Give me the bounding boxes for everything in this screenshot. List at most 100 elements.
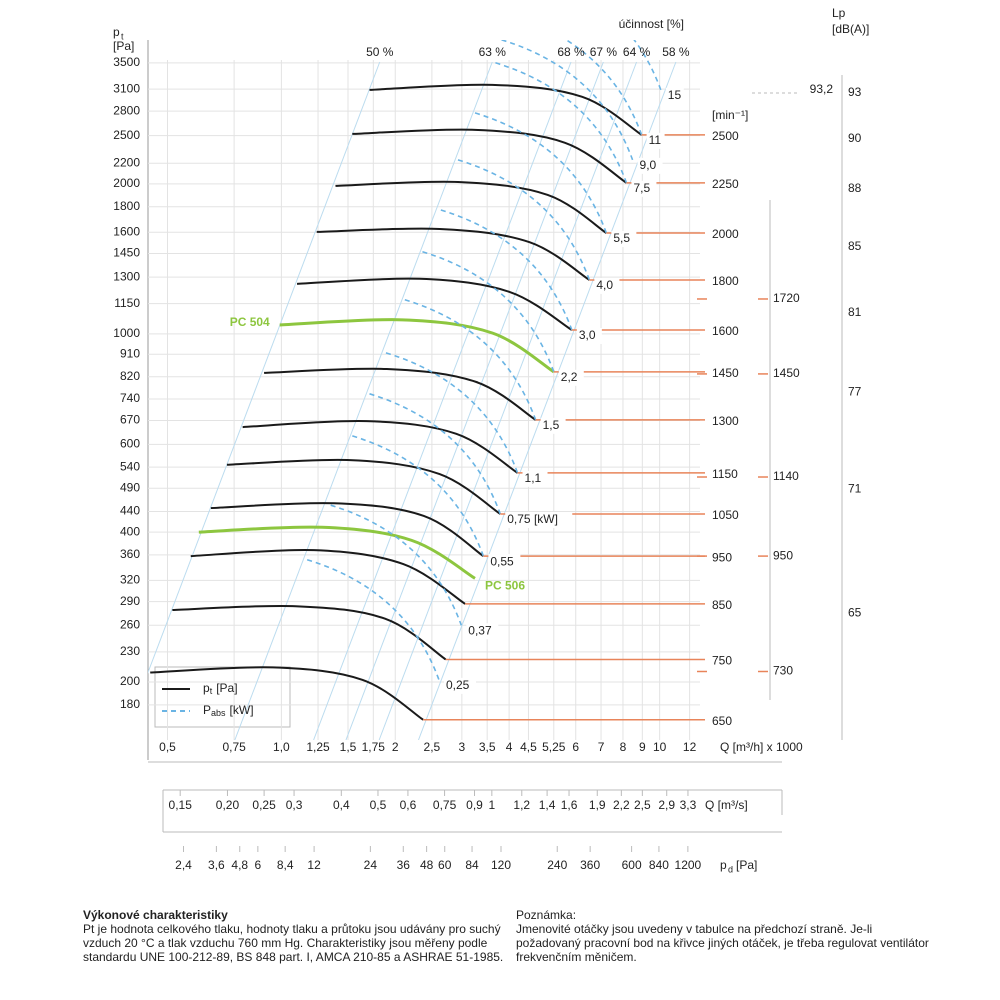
power-label-bg xyxy=(646,132,665,149)
q2-tick-label: 1,6 xyxy=(561,798,578,812)
note-left: Výkonové charakteristiky Pt je hodnota c… xyxy=(83,908,513,964)
lp-unit: [dB(A)] xyxy=(832,22,869,36)
x-tick-label: 1,25 xyxy=(306,740,330,754)
note-text: Pt je hodnota celkového tlaku, hodnoty t… xyxy=(83,922,504,964)
y-tick-label: 670 xyxy=(120,413,140,427)
y-tick-label: 180 xyxy=(120,697,140,711)
q2-tick-label: 0,20 xyxy=(216,798,240,812)
power-label-bg xyxy=(466,623,499,640)
performance-curve xyxy=(226,458,501,515)
power-line xyxy=(330,504,463,626)
y-axis-label: p xyxy=(113,25,120,39)
y-tick-label: 230 xyxy=(120,644,140,658)
performance-curve xyxy=(210,502,484,557)
power-label-bg xyxy=(576,328,602,345)
power-label-bg xyxy=(443,677,476,694)
efficiency-label: 50 % xyxy=(366,45,394,59)
q2-tick-label: 0,75 xyxy=(433,798,457,812)
power-label-bg xyxy=(522,470,548,487)
speed-alt-label: 1140 xyxy=(773,469,799,483)
pd-tick-label: 240 xyxy=(547,858,567,872)
pd-axis-label: p xyxy=(720,858,727,872)
power-label: 15 xyxy=(668,88,682,102)
note-right: Poznámka: Jmenovité otáčky jsou uvedeny … xyxy=(516,908,936,964)
power-label-bg xyxy=(631,180,657,197)
legend-text: t xyxy=(210,686,213,696)
q2-tick-label: 1,9 xyxy=(589,798,606,812)
speed-label: 1300 xyxy=(712,414,739,428)
x-tick-label: 1,0 xyxy=(273,740,290,754)
power-line xyxy=(352,435,485,557)
power-label-bg xyxy=(637,157,663,174)
pd-tick-label: 60 xyxy=(438,858,452,872)
speed-alt-label: 950 xyxy=(773,548,793,562)
power-line xyxy=(474,112,608,234)
speed-alt-label: 1720 xyxy=(773,291,800,305)
chart: p t [Pa] účinnost [%] Q [m³/h] x 1000 Q … xyxy=(113,6,869,874)
power-label: 4,0 xyxy=(596,278,613,292)
legend-text: p xyxy=(203,681,210,695)
power-line xyxy=(633,40,662,91)
x-tick-label: 1,75 xyxy=(362,740,386,754)
power-line xyxy=(501,40,634,161)
lp-label: 93 xyxy=(848,85,862,99)
speed-label: 1150 xyxy=(712,467,738,481)
q2-tick-label: 0,15 xyxy=(169,798,193,812)
legend-label: pt [Pa] xyxy=(203,681,238,696)
power-label: 0,75 [kW] xyxy=(507,512,558,526)
lp-label: 90 xyxy=(848,131,862,145)
note-text: Jmenovité otáčky jsou uvedeny v tabulce … xyxy=(516,922,929,964)
pd-tick-label: 3,6 xyxy=(208,858,225,872)
performance-curve xyxy=(264,367,537,421)
power-line xyxy=(564,40,643,136)
performance-curve xyxy=(150,666,424,721)
power-label: 0,37 xyxy=(468,623,492,637)
x-tick-label: 1,5 xyxy=(340,740,357,754)
performance-curve xyxy=(296,277,573,331)
speed-unit: [min⁻¹] xyxy=(712,108,748,122)
x-tick-label: 7 xyxy=(598,740,605,754)
efficiency-label: 64 % xyxy=(623,45,651,59)
pd-tick-label: 24 xyxy=(364,858,378,872)
pd-axis-unit: [Pa] xyxy=(736,858,757,872)
y-tick-label: 2200 xyxy=(113,155,140,169)
power-label: 1,1 xyxy=(525,471,542,485)
performance-curve xyxy=(190,548,466,605)
speed-label: 2250 xyxy=(712,177,739,191)
x-tick-label: 10 xyxy=(653,740,667,754)
y-tick-label: 910 xyxy=(120,346,140,360)
plot-area xyxy=(148,40,677,740)
pd-tick-label: 360 xyxy=(580,858,600,872)
x-tick-label: 5,25 xyxy=(542,740,566,754)
y-tick-label: 2800 xyxy=(113,103,140,117)
x-tick-label: 4 xyxy=(506,740,513,754)
q2-tick-label: 2,5 xyxy=(634,798,651,812)
y-tick-label: 740 xyxy=(120,391,140,405)
power-label-bg xyxy=(594,277,620,294)
power-label: 9,0 xyxy=(640,158,657,172)
speed-label: 2500 xyxy=(712,129,739,143)
y-tick-label: 1450 xyxy=(113,246,140,260)
y-tick-label: 2500 xyxy=(113,128,140,142)
power-line xyxy=(440,209,573,331)
efficiency-line xyxy=(148,61,381,674)
y-tick-label: 3500 xyxy=(113,55,140,69)
power-label: 0,25 xyxy=(446,678,470,692)
q2-tick-label: 0,4 xyxy=(333,798,350,812)
legend-text: [kW] xyxy=(230,703,254,717)
y-tick-label: 3100 xyxy=(113,81,140,95)
lp-label: 88 xyxy=(848,181,862,195)
performance-curve xyxy=(335,180,607,234)
lp-label: 77 xyxy=(848,384,862,398)
pd-tick-label: 8,4 xyxy=(277,858,294,872)
y-tick-label: 820 xyxy=(120,369,140,383)
efficiency-line xyxy=(234,61,493,740)
speed-label: 1600 xyxy=(712,324,739,338)
q2-tick-label: 1,2 xyxy=(513,798,530,812)
pd-tick-label: 48 xyxy=(420,858,434,872)
pd-tick-label: 2,4 xyxy=(175,858,192,872)
pd-tick-label: 4,8 xyxy=(231,858,248,872)
y-tick-label: 1800 xyxy=(113,199,140,213)
y-tick-label: 540 xyxy=(120,459,140,473)
y-tick-label: 320 xyxy=(120,573,140,587)
